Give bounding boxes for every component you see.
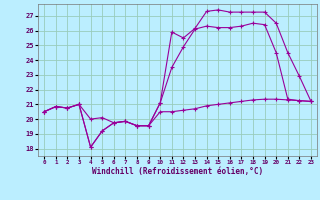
X-axis label: Windchill (Refroidissement éolien,°C): Windchill (Refroidissement éolien,°C) — [92, 167, 263, 176]
